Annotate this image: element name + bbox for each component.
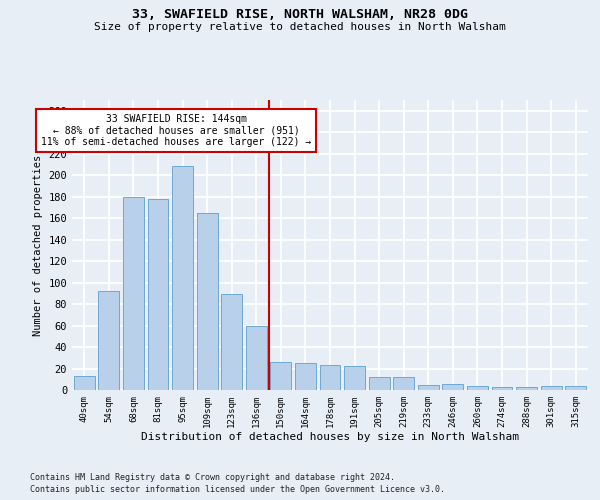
Bar <box>516 387 537 390</box>
Text: 33 SWAFIELD RISE: 144sqm
← 88% of detached houses are smaller (951)
11% of semi-: 33 SWAFIELD RISE: 144sqm ← 88% of detach… <box>41 114 311 147</box>
Bar <box>74 376 95 390</box>
Bar <box>393 377 414 390</box>
Bar <box>221 294 242 390</box>
Bar <box>98 291 119 390</box>
Bar <box>491 387 512 390</box>
Bar <box>197 213 218 390</box>
Text: Contains HM Land Registry data © Crown copyright and database right 2024.: Contains HM Land Registry data © Crown c… <box>30 472 395 482</box>
Bar <box>344 366 365 390</box>
Bar <box>271 362 292 390</box>
Bar <box>246 326 267 390</box>
Bar <box>320 366 340 390</box>
Text: 33, SWAFIELD RISE, NORTH WALSHAM, NR28 0DG: 33, SWAFIELD RISE, NORTH WALSHAM, NR28 0… <box>132 8 468 20</box>
Bar <box>123 196 144 390</box>
Bar <box>172 166 193 390</box>
Text: Distribution of detached houses by size in North Walsham: Distribution of detached houses by size … <box>141 432 519 442</box>
Bar <box>442 384 463 390</box>
Bar <box>368 377 389 390</box>
Bar <box>295 363 316 390</box>
Bar <box>565 386 586 390</box>
Bar <box>541 386 562 390</box>
Bar <box>148 199 169 390</box>
Bar <box>418 384 439 390</box>
Bar <box>467 386 488 390</box>
Text: Size of property relative to detached houses in North Walsham: Size of property relative to detached ho… <box>94 22 506 32</box>
Y-axis label: Number of detached properties: Number of detached properties <box>33 154 43 336</box>
Text: Contains public sector information licensed under the Open Government Licence v3: Contains public sector information licen… <box>30 485 445 494</box>
